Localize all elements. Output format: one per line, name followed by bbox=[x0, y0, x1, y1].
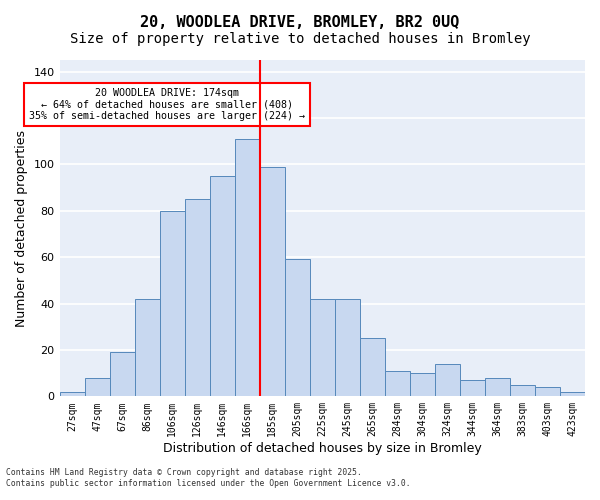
Text: Size of property relative to detached houses in Bromley: Size of property relative to detached ho… bbox=[70, 32, 530, 46]
Bar bbox=[134, 299, 160, 396]
Bar bbox=[460, 380, 485, 396]
Bar bbox=[235, 139, 260, 396]
Bar bbox=[335, 299, 360, 396]
X-axis label: Distribution of detached houses by size in Bromley: Distribution of detached houses by size … bbox=[163, 442, 482, 455]
Bar bbox=[59, 392, 85, 396]
Bar bbox=[85, 378, 110, 396]
Bar bbox=[209, 176, 235, 396]
Bar bbox=[485, 378, 510, 396]
Bar bbox=[410, 373, 435, 396]
Y-axis label: Number of detached properties: Number of detached properties bbox=[15, 130, 28, 326]
Bar bbox=[110, 352, 134, 397]
Bar bbox=[385, 371, 410, 396]
Text: 20, WOODLEA DRIVE, BROMLEY, BR2 0UQ: 20, WOODLEA DRIVE, BROMLEY, BR2 0UQ bbox=[140, 15, 460, 30]
Bar bbox=[535, 387, 560, 396]
Bar bbox=[435, 364, 460, 396]
Bar bbox=[360, 338, 385, 396]
Text: 20 WOODLEA DRIVE: 174sqm
← 64% of detached houses are smaller (408)
35% of semi-: 20 WOODLEA DRIVE: 174sqm ← 64% of detach… bbox=[29, 88, 305, 121]
Bar bbox=[160, 211, 185, 396]
Text: Contains HM Land Registry data © Crown copyright and database right 2025.
Contai: Contains HM Land Registry data © Crown c… bbox=[6, 468, 410, 487]
Bar bbox=[185, 199, 209, 396]
Bar bbox=[510, 384, 535, 396]
Bar bbox=[560, 392, 585, 396]
Bar bbox=[310, 299, 335, 396]
Bar bbox=[285, 260, 310, 396]
Bar bbox=[260, 166, 285, 396]
